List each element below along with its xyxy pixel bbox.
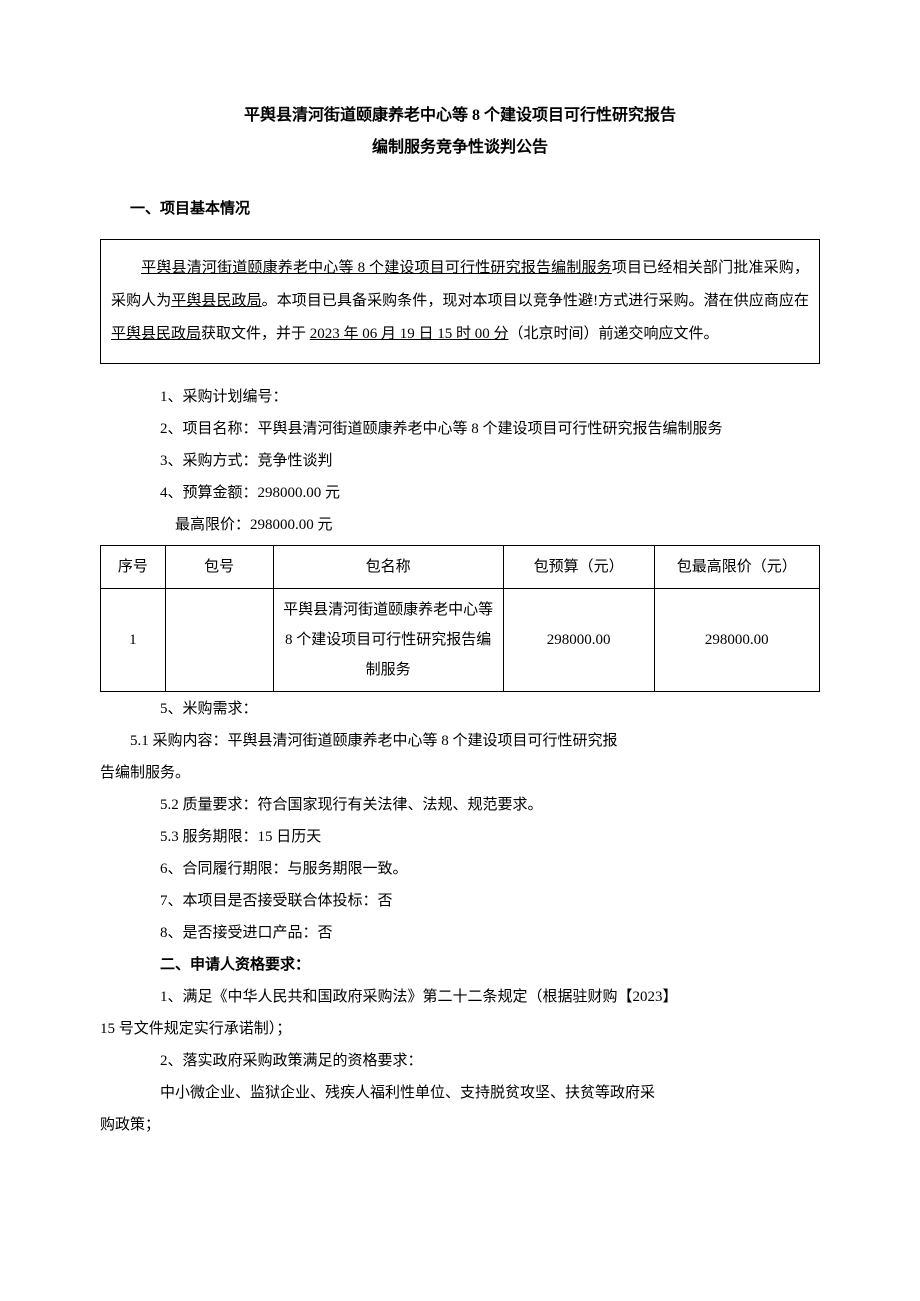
table-row: 1 平舆县清河街道颐康养老中心等 8 个建设项目可行性研究报告编制服务 2980… — [101, 589, 820, 692]
section-2-heading: 二、申请人资格要求： — [160, 950, 820, 980]
th-limit: 包最高限价（元） — [654, 546, 819, 589]
intro-part2: 。本项目已具备采购条件，现对本项目以竞争性避!方式进行采购。潜在供应商应在 — [262, 293, 809, 309]
th-budget: 包预算（元） — [503, 546, 654, 589]
item-5-2: 5.2 质量要求：符合国家现行有关法律、法规、规范要求。 — [160, 790, 820, 820]
th-name: 包名称 — [273, 546, 503, 589]
s2-item-2b: 购政策； — [100, 1110, 820, 1140]
td-name: 平舆县清河街道颐康养老中心等 8 个建设项目可行性研究报告编制服务 — [273, 589, 503, 692]
intro-part4: （北京时间）前递交响应文件。 — [509, 326, 719, 342]
s2-item-1b: 15 号文件规定实行承诺制）； — [100, 1014, 820, 1044]
td-limit: 298000.00 — [654, 589, 819, 692]
th-pkg: 包号 — [165, 546, 273, 589]
s2-item-2: 2、落实政府采购政策满足的资格要求： — [160, 1046, 820, 1076]
item-3: 3、采购方式：竞争性谈判 — [160, 446, 820, 476]
intro-part3: 获取文件，并于 — [201, 326, 310, 342]
item-5-1b: 告编制服务。 — [100, 758, 820, 788]
intro-box: 平舆县清河街道颐康养老中心等 8 个建设项目可行性研究报告编制服务项目已经相关部… — [100, 239, 820, 364]
s2-item-1a: 1、满足《中华人民共和国政府采购法》第二十二条规定（根据驻财购【2023】 — [160, 982, 820, 1012]
item-4: 4、预算金额：298000.00 元 — [160, 478, 820, 508]
item-2: 2、项目名称：平舆县清河街道颐康养老中心等 8 个建设项目可行性研究报告编制服务 — [160, 414, 820, 444]
s2-item-2a: 中小微企业、监狱企业、残疾人福利性单位、支持脱贫攻坚、扶贫等政府采 — [160, 1078, 820, 1108]
budget-table: 序号 包号 包名称 包预算（元） 包最高限价（元） 1 平舆县清河街道颐康养老中… — [100, 545, 820, 692]
item-5: 5、米购需求： — [160, 694, 820, 724]
th-seq: 序号 — [101, 546, 166, 589]
intro-buyer: 平舆县民政局 — [171, 293, 261, 309]
section-1-heading: 一、项目基本情况 — [130, 194, 820, 224]
td-seq: 1 — [101, 589, 166, 692]
item-5-1a: 5.1 采购内容：平舆县清河街道颐康养老中心等 8 个建设项目可行性研究报 — [130, 726, 820, 756]
item-4b: 最高限价：298000.00 元 — [175, 510, 820, 540]
title-line-1: 平舆县清河街道颐康养老中心等 8 个建设项目可行性研究报告 — [100, 100, 820, 132]
td-budget: 298000.00 — [503, 589, 654, 692]
item-1: 1、采购计划编号： — [160, 382, 820, 412]
intro-project-name: 平舆县清河街道颐康养老中心等 8 个建设项目可行性研究报告编制服务 — [141, 260, 612, 276]
document-title: 平舆县清河街道颐康养老中心等 8 个建设项目可行性研究报告 编制服务竞争性谈判公… — [100, 100, 820, 164]
item-6: 6、合同履行期限：与服务期限一致。 — [160, 854, 820, 884]
title-line-2: 编制服务竞争性谈判公告 — [100, 132, 820, 164]
item-5-3: 5.3 服务期限：15 日历天 — [160, 822, 820, 852]
intro-location: 平舆县民政局 — [111, 326, 201, 342]
table-header-row: 序号 包号 包名称 包预算（元） 包最高限价（元） — [101, 546, 820, 589]
item-7: 7、本项目是否接受联合体投标：否 — [160, 886, 820, 916]
td-pkg — [165, 589, 273, 692]
intro-deadline: 2023 年 06 月 19 日 15 时 00 分 — [310, 326, 509, 342]
item-8: 8、是否接受进口产品：否 — [160, 918, 820, 948]
